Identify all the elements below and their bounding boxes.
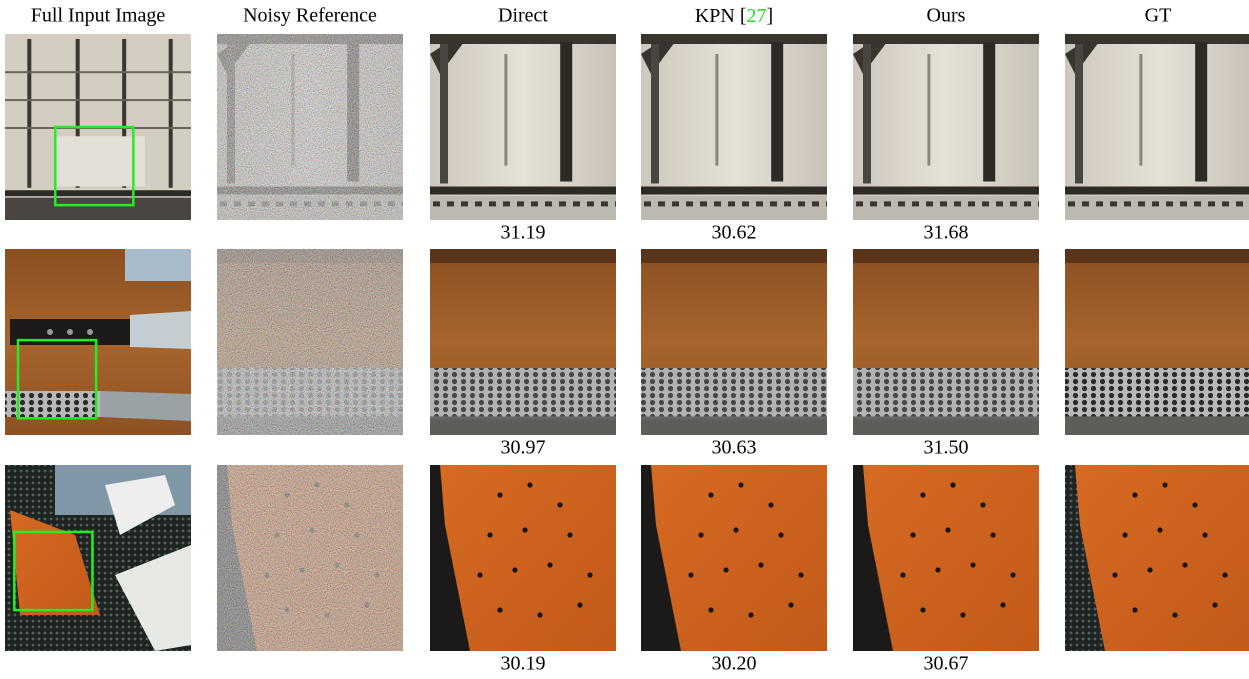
- image-tile: [1065, 34, 1249, 220]
- header-part: ]: [767, 5, 774, 27]
- column-header: Noisy Reference: [243, 5, 377, 27]
- column-header: Full Input Image: [31, 5, 166, 27]
- psnr-value: 30.62: [712, 222, 757, 244]
- image-tile: [853, 465, 1039, 651]
- header-part: KPN: [695, 5, 735, 27]
- citation: 27: [747, 5, 767, 27]
- column-header: Ours: [927, 5, 966, 27]
- image-tile: [5, 34, 191, 220]
- image-tile: [217, 465, 403, 651]
- image-tile: [1065, 465, 1249, 651]
- image-tile: [1065, 249, 1249, 435]
- image-tile: [641, 34, 833, 220]
- psnr-value: 31.19: [501, 222, 546, 244]
- image-tile: [853, 249, 1039, 435]
- column-header: KPN [27]: [695, 5, 773, 27]
- image-tile: [853, 34, 1045, 220]
- psnr-value: 30.97: [501, 437, 546, 459]
- psnr-value: 31.68: [924, 222, 969, 244]
- image-tile: [217, 249, 403, 435]
- image-tile: [430, 465, 616, 651]
- image-tile: [641, 249, 827, 435]
- figure: Full Input Image Noisy Reference Direct KPN…: [0, 0, 1249, 679]
- image-tile: [5, 465, 191, 651]
- psnr-value: 30.19: [501, 653, 546, 675]
- image-tile: [5, 249, 191, 435]
- psnr-value: 30.67: [924, 653, 969, 675]
- image-tile: [430, 34, 622, 220]
- psnr-value: 31.50: [924, 437, 969, 459]
- image-tile: [430, 249, 616, 435]
- image-tile: [641, 465, 827, 651]
- column-header: GT: [1145, 5, 1172, 27]
- header-part: [: [740, 5, 747, 27]
- psnr-value: 30.20: [712, 653, 757, 675]
- image-tile: [217, 34, 409, 220]
- column-header: Direct: [498, 5, 548, 27]
- psnr-value: 30.63: [712, 437, 757, 459]
